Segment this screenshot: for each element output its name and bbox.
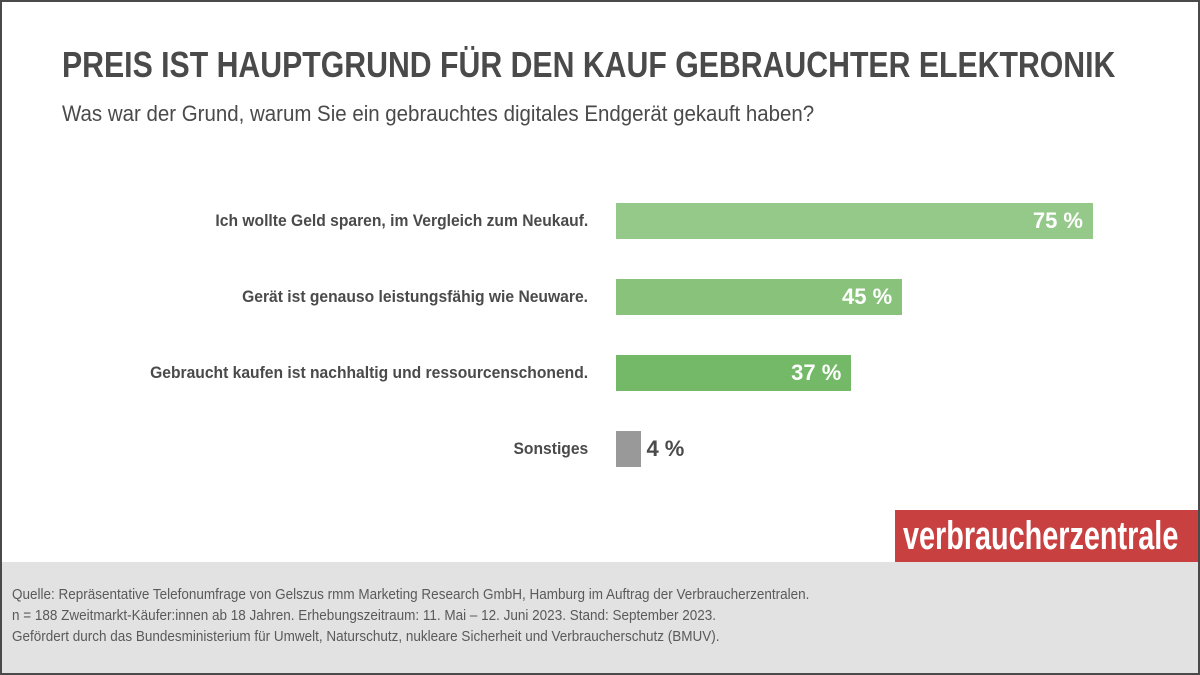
data-label: 75 % (1032, 208, 1083, 233)
bar (616, 279, 903, 315)
chart-title: PREIS IST HAUPTGRUND FÜR DEN KAUF GEBRAU… (62, 44, 1198, 86)
logo-text: verbraucherzentrale (903, 514, 1179, 558)
bar (616, 355, 852, 391)
category-label-text: Sonstiges (513, 439, 588, 458)
footer-line-sample: n = 188 Zweitmarkt-Käufer:innen ab 18 Ja… (12, 607, 717, 624)
category-label-text: Gerät ist genauso leistungsfähig wie Neu… (242, 287, 588, 306)
category-label-text: Gebraucht kaufen ist nachhaltig und ress… (149, 363, 588, 382)
category-label: Gebraucht kaufen ist nachhaltig und ress… (112, 363, 588, 383)
category-label: Ich wollte Geld sparen, im Vergleich zum… (183, 211, 588, 231)
data-label: 45 % (842, 284, 893, 309)
bar (616, 431, 642, 467)
chart-title-text: PREIS IST HAUPTGRUND FÜR DEN KAUF GEBRAU… (62, 44, 1116, 85)
verbraucherzentrale-logo: verbraucherzentrale (895, 510, 1198, 562)
footer-line-source: Quelle: Repräsentative Telefonumfrage vo… (12, 586, 810, 603)
chart-subtitle-text: Was war der Grund, warum Sie ein gebrauc… (62, 101, 815, 126)
source-footer: Quelle: Repräsentative Telefonumfrage vo… (2, 562, 1198, 673)
data-label: 4 % (646, 436, 685, 461)
category-label: Sonstiges (507, 439, 588, 459)
category-label: Gerät ist genauso leistungsfähig wie Neu… (212, 287, 588, 307)
data-label: 37 % (791, 360, 842, 385)
bar (616, 203, 1093, 239)
chart-subtitle: Was war der Grund, warum Sie ein gebrauc… (62, 101, 871, 127)
category-label-text: Ich wollte Geld sparen, im Vergleich zum… (215, 211, 588, 230)
footer-line-funding: Gefördert durch das Bundesministerium fü… (12, 628, 720, 645)
